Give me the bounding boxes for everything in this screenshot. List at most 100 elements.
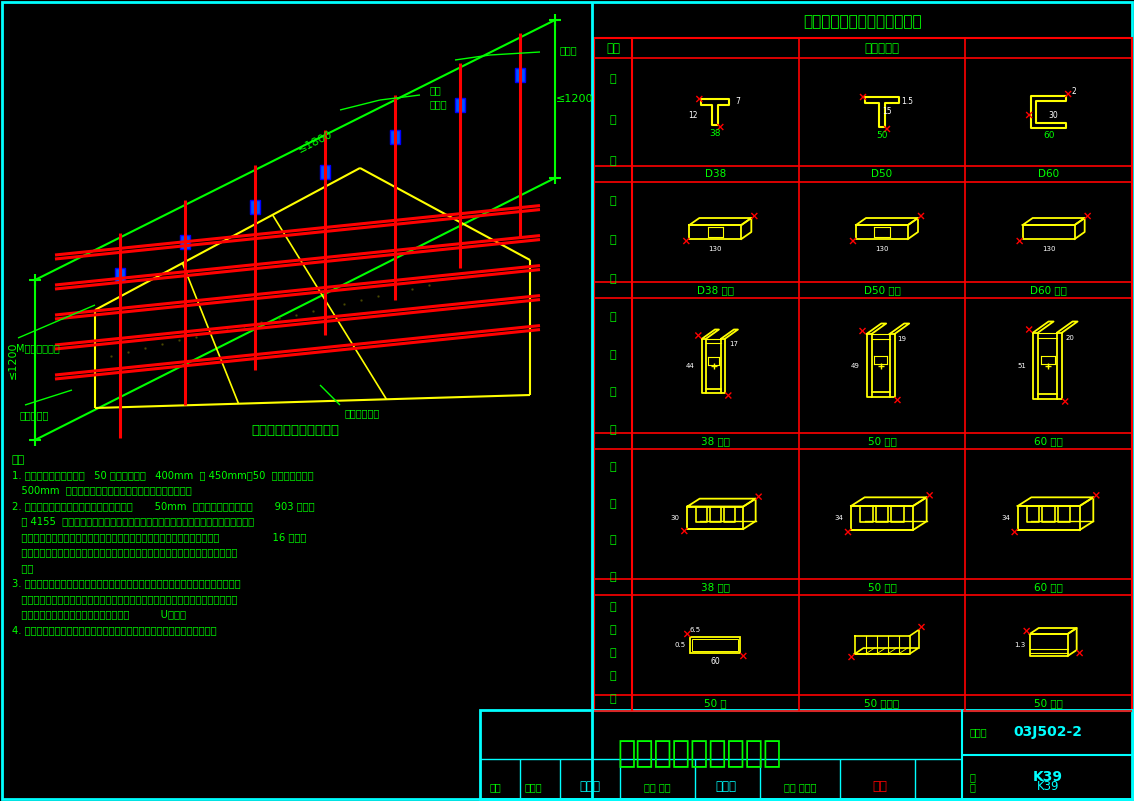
Text: 60 挂件: 60 挂件 xyxy=(1034,582,1063,592)
Text: 60: 60 xyxy=(711,658,720,666)
Text: 1.3: 1.3 xyxy=(1014,642,1025,648)
Bar xyxy=(249,200,260,214)
Text: ≤1200: ≤1200 xyxy=(557,94,594,104)
Text: 直钉或门形钉打入后，一定要确认，不要松动，用气动触发电锤枪打入直钉或门形: 直钉或门形钉打入后，一定要确认，不要松动，用气动触发电锤枪打入直钉或门形 xyxy=(12,548,237,557)
Text: 19: 19 xyxy=(897,336,906,342)
Text: 500mm  为宜。纸面石膏板与轻钙龙骨用自攻螺丝固定。: 500mm 为宜。纸面石膏板与轻钙龙骨用自攻螺丝固定。 xyxy=(12,485,192,496)
Bar xyxy=(515,67,525,82)
Text: 03J502-2: 03J502-2 xyxy=(1014,725,1083,739)
Text: 51: 51 xyxy=(1017,363,1026,368)
Text: 审核: 审核 xyxy=(489,782,501,792)
Text: 核对 黄龄: 核对 黄龄 xyxy=(644,782,670,792)
Text: 50 扜: 50 扜 xyxy=(704,698,727,708)
Bar xyxy=(115,268,125,281)
Text: 垂: 垂 xyxy=(610,462,616,473)
Text: 冒讯以: 冒讯以 xyxy=(716,780,736,794)
Text: 页: 页 xyxy=(970,771,976,782)
Text: 38 挂件: 38 挂件 xyxy=(701,582,730,592)
Text: 纸面石膏板: 纸面石膏板 xyxy=(20,410,50,420)
Text: 大: 大 xyxy=(610,74,616,83)
Text: 骨: 骨 xyxy=(610,625,616,635)
Text: 0.5: 0.5 xyxy=(675,642,686,648)
Text: 38: 38 xyxy=(710,128,721,138)
Text: 7: 7 xyxy=(735,98,739,107)
Bar xyxy=(594,38,1132,711)
Text: ≤1200: ≤1200 xyxy=(8,341,18,379)
Text: 49: 49 xyxy=(850,363,860,368)
Text: D60 接长: D60 接长 xyxy=(1030,285,1067,295)
Text: 50 支托: 50 支托 xyxy=(1034,698,1063,708)
Text: 130: 130 xyxy=(875,246,889,252)
Text: 面石膏板上，包括复合平贴和复合插贴。粘结剂的涂擦采用点涂，每根板共                 16 个点。: 面石膏板上，包括复合平贴和复合插贴。粘结剂的涂擦采用点涂，每根板共 16 个点。 xyxy=(12,532,306,542)
Text: 30: 30 xyxy=(1049,111,1058,119)
Text: 主龙骨: 主龙骨 xyxy=(560,45,577,55)
Text: 复合粘贴矿棉板吸顶主要配件: 复合粘贴矿棉板吸顶主要配件 xyxy=(804,14,922,30)
Text: 60 吸件: 60 吸件 xyxy=(1034,436,1063,446)
Text: 骨: 骨 xyxy=(610,156,616,167)
Bar xyxy=(480,710,1134,799)
Text: 垂: 垂 xyxy=(610,312,616,322)
Text: 38 吸件: 38 吸件 xyxy=(701,436,730,446)
Text: 设计 史岱芳: 设计 史岱芳 xyxy=(784,782,816,792)
Text: 矿棉板吸声板: 矿棉板吸声板 xyxy=(345,408,380,418)
Text: D50 接长: D50 接长 xyxy=(864,285,900,295)
Text: 6.5: 6.5 xyxy=(689,627,701,633)
Text: D38 接长: D38 接长 xyxy=(696,285,734,295)
Text: D50: D50 xyxy=(871,169,892,179)
Bar xyxy=(390,130,400,144)
Text: 12: 12 xyxy=(688,111,699,119)
Text: 50 挂件: 50 挂件 xyxy=(868,582,897,592)
Text: 50 吸件: 50 吸件 xyxy=(868,436,897,446)
Text: 吸杆: 吸杆 xyxy=(430,85,442,95)
Text: 配: 配 xyxy=(610,671,616,681)
Text: ≤1800: ≤1800 xyxy=(296,129,335,155)
Text: 龙: 龙 xyxy=(610,602,616,612)
Text: 直: 直 xyxy=(610,499,616,509)
Text: 15: 15 xyxy=(882,107,891,116)
Text: 页: 页 xyxy=(970,782,975,792)
Text: 接: 接 xyxy=(610,196,616,207)
Text: 直: 直 xyxy=(610,349,616,360)
Text: 34: 34 xyxy=(835,515,844,521)
Text: 注：: 注： xyxy=(12,455,25,465)
Text: 及: 及 xyxy=(610,648,616,658)
Text: 4. 矿棉板可采取方板、长方板、链缝等方式排列，按钕形式由设计人员定。: 4. 矿棉板可采取方板、长方板、链缝等方式排列，按钕形式由设计人员定。 xyxy=(12,625,217,635)
Text: 3. 复合平贴时，按照划好的安装线，从一端或从中心线向两侧展开安装，同时用专用: 3. 复合平贴时，按照划好的安装线，从一端或从中心线向两侧展开安装，同时用专用 xyxy=(12,578,240,589)
Text: D38: D38 xyxy=(704,169,726,179)
Text: 钉。: 钉。 xyxy=(12,563,33,573)
Text: 吸挂件: 吸挂件 xyxy=(430,99,448,109)
Text: 1. 为使挂板规整性稳定，   50 次龙骨间距以   400mm  或 450mm，50  次龙骨横向距以: 1. 为使挂板规整性稳定， 50 次龙骨间距以 400mm 或 450mm，50… xyxy=(12,470,314,480)
Text: 龙: 龙 xyxy=(610,115,616,125)
Text: M型龙骨（宽）: M型龙骨（宽） xyxy=(16,343,60,353)
Text: 件: 件 xyxy=(610,572,616,582)
Text: 2. 纸面石膏板的搭缝和矿棉板的搭缝要错开       50mm  以上，采用专用粘结剂       903 建筑胶: 2. 纸面石膏板的搭缝和矿棉板的搭缝要错开 50mm 以上，采用专用粘结剂 90… xyxy=(12,501,314,511)
Text: 图集号: 图集号 xyxy=(970,727,988,737)
Bar xyxy=(320,165,330,179)
Text: 44: 44 xyxy=(686,363,695,368)
Text: 17: 17 xyxy=(729,340,738,347)
Text: 红彩: 红彩 xyxy=(872,780,888,794)
Text: 图形及尺寸: 图形及尺寸 xyxy=(864,42,899,54)
Text: 复合粘贴矿棉板吸顶透视: 复合粘贴矿棉板吸顶透视 xyxy=(251,424,339,437)
Bar xyxy=(691,637,741,653)
Text: 50 副挂件: 50 副挂件 xyxy=(864,698,899,708)
Text: 1.5: 1.5 xyxy=(902,96,913,106)
Text: 件: 件 xyxy=(610,274,616,284)
Bar xyxy=(180,235,191,249)
Text: 监视修: 监视修 xyxy=(524,782,542,792)
Text: 件: 件 xyxy=(610,694,616,704)
Text: 长: 长 xyxy=(610,235,616,245)
Text: 60: 60 xyxy=(1043,131,1055,140)
Text: K39: K39 xyxy=(1033,770,1063,783)
Text: 34: 34 xyxy=(1001,515,1010,521)
Text: D60: D60 xyxy=(1038,169,1059,179)
Text: 2: 2 xyxy=(1072,87,1076,95)
Text: 同时用专门门形钉在板面固定，严禁使用          U形钉。: 同时用专门门形钉在板面固定，严禁使用 U形钉。 xyxy=(12,610,186,619)
Text: 直钉在板面固定。复合插贴时，按照划好的安装线，从邻近一侧（角）开始安装，: 直钉在板面固定。复合插贴时，按照划好的安装线，从邻近一侧（角）开始安装， xyxy=(12,594,237,604)
Bar xyxy=(693,639,738,651)
Text: 30: 30 xyxy=(671,515,680,521)
Text: 挂: 挂 xyxy=(610,388,616,397)
Text: 件: 件 xyxy=(610,425,616,435)
Text: K39: K39 xyxy=(1036,780,1059,794)
Text: 挂: 挂 xyxy=(610,535,616,545)
